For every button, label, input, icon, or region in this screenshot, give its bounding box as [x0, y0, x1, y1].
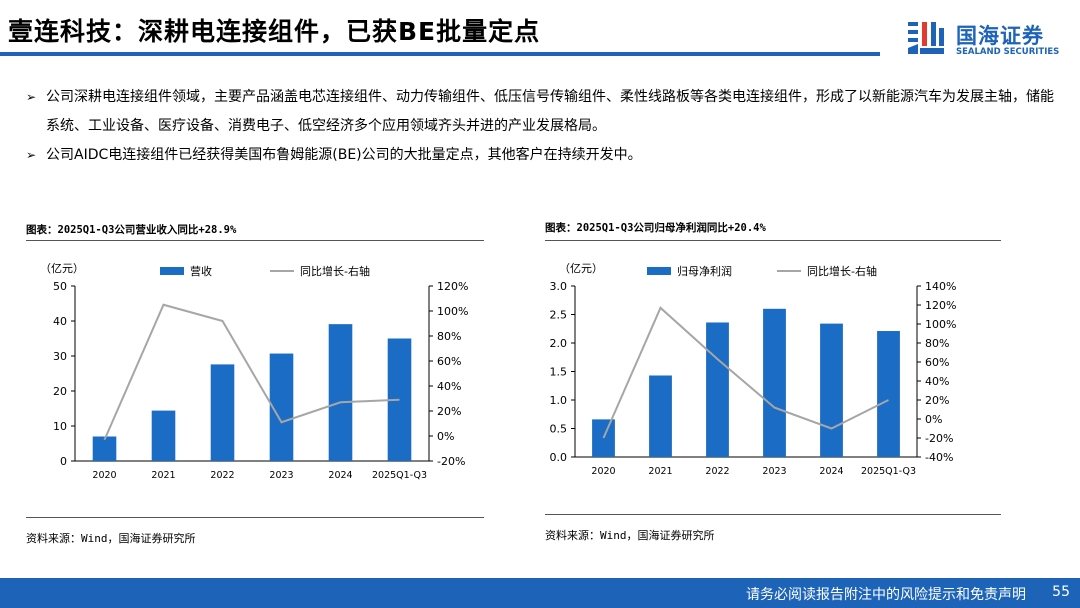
- chart-bottom-rule: [26, 517, 484, 518]
- net-profit-chart: （亿元） 归母净利润 同比增长-右轴 0.0 0.5 1.0 1.5 2.0 2.5 3.0 -40…: [550, 262, 957, 477]
- bar: [328, 324, 353, 461]
- chart-title-revenue: 图表：2025Q1-Q3公司营业收入同比+28.9%: [26, 224, 237, 236]
- x-axis-tick-label: 2025Q1-Q3: [861, 466, 916, 477]
- right-axis-tick-label: 60%: [437, 355, 461, 368]
- x-axis-tick-label: 2025Q1-Q3: [372, 470, 427, 481]
- right-axis-tick-label: -20%: [437, 455, 465, 468]
- company-logo: 国海证券 SEALAND SECURITIES: [906, 18, 1066, 62]
- x-axis-tick-label: 2021: [151, 470, 175, 481]
- page-number: 55: [1052, 584, 1070, 600]
- revenue-chart: （亿元） 营收 同比增长-右轴 0 10 20 30 40 50 -20% 0% 20% 40% 60% 8…: [40, 262, 468, 481]
- growth-line: [103, 303, 400, 441]
- legend-bar-swatch: [647, 267, 671, 275]
- left-axis-tick-label: 40: [53, 315, 67, 328]
- right-axis-tick-label: 0%: [437, 430, 454, 443]
- footer-bar: 请务必阅读报告附注中的风险提示和免责声明 55: [0, 578, 1080, 608]
- legend-line-label: 同比增长-右轴: [300, 264, 370, 278]
- left-axis-tick-label: 20: [53, 385, 67, 398]
- y-axis-unit-label: （亿元）: [40, 262, 84, 275]
- legend-bar-label: 营收: [190, 264, 212, 278]
- chart-source-revenue: 资料来源：Wind，国海证券研究所: [26, 532, 196, 545]
- left-axis-tick-label: 2.5: [550, 309, 568, 322]
- left-axis-tick-label: 50: [53, 280, 67, 293]
- growth-line: [602, 306, 889, 439]
- bullet-text: 公司深耕电连接组件领域，主要产品涵盖电芯连接组件、动力传输组件、低压信号传输组件…: [46, 89, 1054, 134]
- right-axis-tick-label: 100%: [925, 318, 956, 331]
- bullet-text: 公司AIDC电连接组件已经获得美国布鲁姆能源(BE)公司的大批量定点，其他客户在…: [46, 147, 642, 163]
- chart-source-net-profit: 资料来源：Wind，国海证券研究所: [545, 529, 715, 542]
- bar: [706, 322, 729, 457]
- left-axis-tick-label: 1.0: [550, 394, 568, 407]
- bar: [92, 436, 117, 461]
- chart-bottom-rule: [545, 514, 1001, 515]
- left-axis-tick-label: 3.0: [550, 280, 568, 293]
- x-axis-tick-label: 2023: [269, 470, 293, 481]
- chart-title-net-profit: 图表：2025Q1-Q3公司归母净利润同比+20.4%: [545, 222, 766, 234]
- x-axis-tick-label: 2020: [591, 466, 615, 477]
- bar: [763, 308, 786, 457]
- chart-top-rule: [26, 240, 484, 241]
- x-axis-tick-label: 2024: [328, 470, 352, 481]
- sealand-logo-icon: [908, 22, 944, 54]
- bar: [877, 331, 900, 457]
- right-axis-tick-label: 20%: [437, 405, 461, 418]
- right-axis-tick-label: 80%: [437, 330, 461, 343]
- title-divider: [0, 52, 880, 56]
- bullet-arrow-icon: ➢: [26, 90, 37, 104]
- right-axis-tick-label: 120%: [437, 280, 468, 293]
- x-axis-tick-label: 2021: [648, 466, 672, 477]
- x-axis-tick-label: 2022: [210, 470, 234, 481]
- bar: [151, 410, 176, 461]
- right-axis-tick-label: -20%: [925, 432, 953, 445]
- x-axis-tick-label: 2023: [762, 466, 786, 477]
- right-axis-tick-label: 40%: [925, 375, 949, 388]
- right-axis-tick-label: 60%: [925, 356, 949, 369]
- legend-bar-swatch: [160, 267, 184, 275]
- right-axis-tick-label: 40%: [437, 380, 461, 393]
- x-axis-tick-label: 2024: [819, 466, 843, 477]
- chart-top-rule: [545, 240, 1001, 241]
- left-axis-tick-label: 10: [53, 420, 67, 433]
- y-axis-unit-label: （亿元）: [559, 262, 603, 275]
- bullet-item: ➢ 公司AIDC电连接组件已经获得美国布鲁姆能源(BE)公司的大批量定点，其他客…: [26, 141, 1056, 170]
- bar: [269, 353, 294, 461]
- x-axis-tick-label: 2022: [705, 466, 729, 477]
- left-axis-tick-label: 0.0: [550, 451, 568, 464]
- page-title: 壹连科技：深耕电连接组件，已获BE批量定点: [8, 17, 541, 46]
- right-axis-tick-label: 100%: [437, 305, 468, 318]
- left-axis-tick-label: 1.5: [550, 366, 568, 379]
- right-axis-tick-label: 80%: [925, 337, 949, 350]
- right-axis-tick-label: 20%: [925, 394, 949, 407]
- bar: [649, 375, 672, 457]
- right-axis-tick-label: 0%: [925, 413, 942, 426]
- bullet-item: ➢ 公司深耕电连接组件领域，主要产品涵盖电芯连接组件、动力传输组件、低压信号传输…: [26, 83, 1056, 141]
- left-axis-tick-label: 2.0: [550, 337, 568, 350]
- bar: [820, 323, 843, 457]
- left-axis-tick-label: 0: [60, 455, 67, 468]
- footer-disclaimer[interactable]: 请务必阅读报告附注中的风险提示和免责声明: [746, 587, 1026, 603]
- right-axis-tick-label: -40%: [925, 451, 953, 464]
- bullet-arrow-icon: ➢: [26, 148, 37, 162]
- legend-line-label: 同比增长-右轴: [807, 264, 877, 278]
- bar: [210, 364, 235, 461]
- legend-bar-label: 归母净利润: [677, 264, 732, 278]
- right-axis-tick-label: 140%: [925, 280, 956, 293]
- bar: [592, 419, 615, 457]
- left-axis-tick-label: 30: [53, 350, 67, 363]
- right-axis-tick-label: 120%: [925, 299, 956, 312]
- summary-bullets: ➢ 公司深耕电连接组件领域，主要产品涵盖电芯连接组件、动力传输组件、低压信号传输…: [26, 83, 1056, 170]
- left-axis-tick-label: 0.5: [550, 423, 568, 436]
- logo-chinese-name: 国海证券: [956, 24, 1044, 48]
- logo-english-name: SEALAND SECURITIES: [956, 47, 1060, 57]
- x-axis-tick-label: 2020: [92, 470, 116, 481]
